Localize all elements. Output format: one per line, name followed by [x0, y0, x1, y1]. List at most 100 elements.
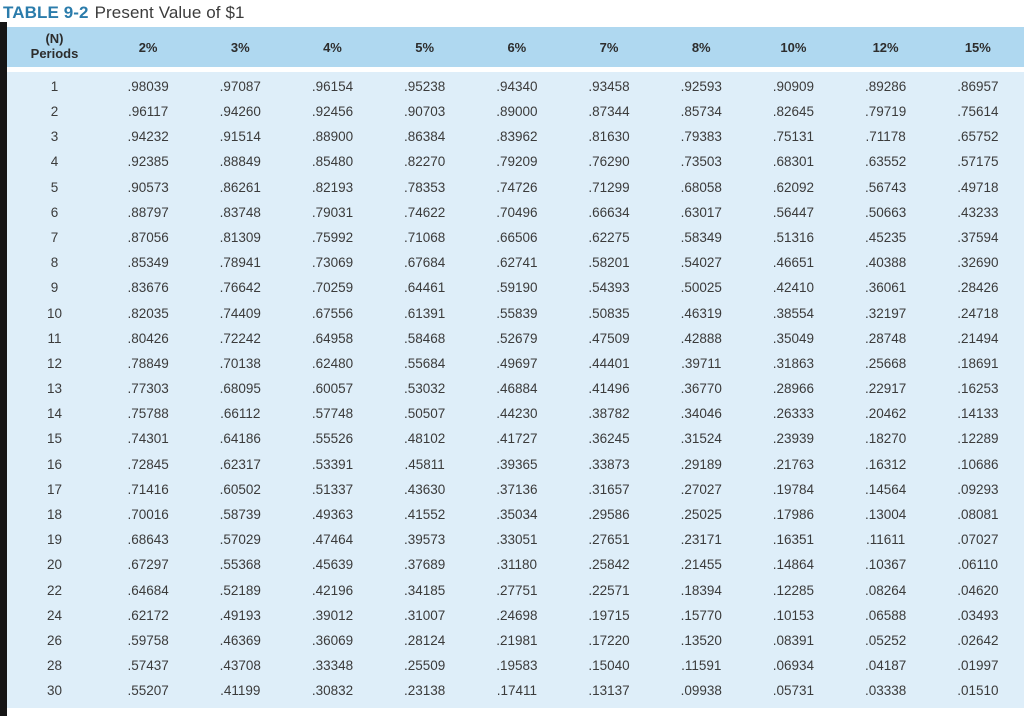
table-row: 20 .67297 .55368 .45639 .37689 .31180 .25842 .2…: [7, 553, 1024, 578]
value-cell: .17220: [588, 632, 630, 648]
value-cell: .89000: [496, 104, 538, 120]
table-row: 6 .88797 .83748 .79031 .74622 .70496 .66634 .63…: [7, 200, 1024, 225]
value-cell: .16351: [772, 532, 815, 548]
value-cell: .33873: [588, 456, 630, 472]
value-cell: .50835: [588, 305, 630, 321]
value-cell: .66112: [220, 406, 261, 422]
period-cell: 5: [50, 179, 59, 195]
value-cell: .85349: [127, 255, 169, 271]
period-cell: 9: [50, 280, 59, 296]
value-cell: .43233: [957, 204, 999, 220]
value-cell: .49718: [957, 179, 999, 195]
value-cell: .05252: [864, 632, 907, 648]
column-header-rate: 6%: [470, 27, 563, 72]
value-cell: .57029: [219, 532, 261, 548]
value-cell: .83676: [127, 280, 169, 296]
column-header-rate: 2%: [102, 27, 195, 72]
value-cell: .62275: [588, 229, 630, 245]
value-cell: .70138: [219, 355, 261, 371]
value-cell: .12289: [957, 431, 999, 447]
value-cell: .39012: [311, 607, 354, 623]
value-cell: .21494: [957, 330, 999, 346]
value-cell: .85480: [311, 154, 354, 170]
value-cell: .21981: [496, 632, 538, 648]
table-row: 11 .80426 .72242 .64958 .58468 .52679 .47509 .4…: [7, 326, 1024, 351]
value-cell: .31524: [680, 431, 722, 447]
value-cell: .49697: [496, 355, 538, 371]
table-row: 12 .78849 .70138 .62480 .55684 .49697 .44401 .3…: [7, 351, 1024, 376]
value-cell: .03493: [957, 607, 999, 623]
value-cell: .94340: [496, 78, 538, 94]
value-cell: .65752: [957, 129, 999, 145]
value-cell: .66506: [496, 229, 538, 245]
value-cell: .01997: [957, 658, 999, 674]
value-cell: .31863: [772, 355, 815, 371]
value-cell: .23939: [772, 431, 815, 447]
period-cell: 17: [46, 481, 63, 497]
value-cell: .46884: [496, 381, 538, 397]
value-cell: .29189: [680, 456, 722, 472]
column-header-rate: 15%: [931, 27, 1024, 72]
value-cell: .40388: [864, 255, 907, 271]
table-row: 22 .64684 .52189 .42196 .34185 .27751 .22571 .1…: [7, 578, 1024, 603]
value-cell: .90909: [772, 78, 815, 94]
value-cell: .78849: [127, 355, 169, 371]
table-body: 1 .98039 .97087 .96154 .95238 .94340 .93458 .92…: [7, 70, 1024, 704]
value-cell: .67297: [127, 557, 169, 573]
value-cell: .67556: [311, 305, 354, 321]
value-cell: .13137: [588, 683, 630, 699]
value-cell: .27027: [680, 481, 722, 497]
table-row: 8 .85349 .78941 .73069 .67684 .62741 .58201 .54…: [7, 250, 1024, 275]
value-cell: .48102: [404, 431, 446, 447]
value-cell: .89286: [864, 78, 907, 94]
value-cell: .08391: [772, 632, 815, 648]
value-cell: .23171: [680, 532, 722, 548]
value-cell: .53032: [404, 381, 446, 397]
value-cell: .31180: [496, 557, 537, 573]
value-cell: .82193: [311, 179, 354, 195]
table-row: 4 .92385 .88849 .85480 .82270 .79209 .76290 .73…: [7, 150, 1024, 175]
column-header-rate: 5%: [378, 27, 471, 72]
value-cell: .75614: [957, 104, 999, 120]
value-cell: .34046: [680, 406, 722, 422]
value-cell: .39365: [496, 456, 538, 472]
value-cell: .75131: [772, 129, 815, 145]
value-cell: .79031: [311, 204, 354, 220]
value-cell: .41727: [496, 431, 538, 447]
value-cell: .08081: [957, 507, 999, 523]
value-cell: .45235: [864, 229, 907, 245]
value-cell: .68095: [219, 381, 261, 397]
value-cell: .38554: [772, 305, 815, 321]
value-cell: .88797: [127, 204, 169, 220]
value-cell: .21455: [680, 557, 722, 573]
value-cell: .62741: [496, 255, 538, 271]
value-cell: .11611: [865, 532, 906, 548]
value-cell: .75992: [311, 229, 354, 245]
value-cell: .86384: [404, 129, 446, 145]
value-cell: .33348: [311, 658, 354, 674]
table-title-text: Present Value of $1: [94, 3, 245, 22]
value-cell: .38782: [588, 406, 630, 422]
value-cell: .54027: [680, 255, 722, 271]
value-cell: .25025: [680, 507, 722, 523]
value-cell: .09293: [957, 481, 999, 497]
value-cell: .59190: [496, 280, 538, 296]
value-cell: .18394: [680, 582, 722, 598]
value-cell: .35049: [772, 330, 815, 346]
table-row: 3 .94232 .91514 .88900 .86384 .83962 .81630 .79…: [7, 124, 1024, 149]
column-header-periods-line: (N): [45, 31, 64, 47]
value-cell: .28426: [957, 280, 999, 296]
value-cell: .45639: [311, 557, 354, 573]
period-cell: 20: [46, 557, 63, 573]
value-cell: .24698: [496, 607, 538, 623]
value-cell: .58739: [219, 507, 261, 523]
value-cell: .62317: [219, 456, 261, 472]
value-cell: .57748: [311, 406, 354, 422]
value-cell: .20462: [864, 406, 907, 422]
value-cell: .17411: [496, 683, 537, 699]
value-cell: .60057: [311, 381, 354, 397]
value-cell: .55207: [127, 683, 169, 699]
value-cell: .54393: [588, 280, 630, 296]
value-cell: .68058: [680, 179, 722, 195]
table-number-label: TABLE 9-2: [3, 3, 89, 22]
